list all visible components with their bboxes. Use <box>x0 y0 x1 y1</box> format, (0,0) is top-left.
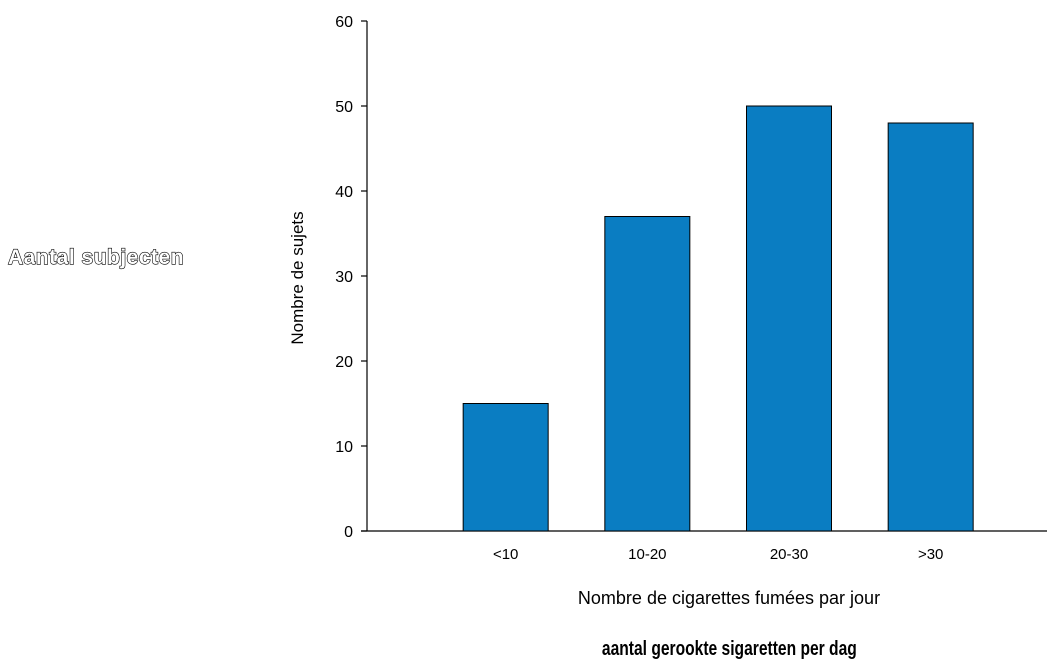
bar-0 <box>462 403 549 532</box>
x-axis-label: Nombre de cigarettes fumées par jour <box>578 588 880 608</box>
y-tick-label: 30 <box>335 269 353 286</box>
y-axis-label: Nombre de sujets <box>288 211 307 344</box>
bars <box>462 105 974 532</box>
dutch-x-axis-label: aantal gerookte sigaretten per dag <box>601 638 857 660</box>
y-tick-label: 0 <box>344 524 353 541</box>
dutch-y-axis-label: Aantal subjecten <box>7 245 185 269</box>
bar-1 <box>604 216 691 532</box>
x-tick-label: <10 <box>493 546 518 563</box>
x-axis: <10 10-20 20-30 >30 <box>361 530 1047 563</box>
x-tick-label: 20-30 <box>770 546 808 563</box>
bar-3 <box>887 122 974 532</box>
y-tick-label: 20 <box>335 354 353 371</box>
x-tick-label: 10-20 <box>628 546 666 563</box>
y-tick-label: 50 <box>335 99 353 116</box>
y-tick-label: 60 <box>335 14 353 31</box>
y-tick-label: 40 <box>335 184 353 201</box>
bar-2 <box>746 105 832 532</box>
y-tick-label: 10 <box>335 439 353 456</box>
x-tick-label: >30 <box>918 546 943 563</box>
y-axis: 0 10 20 30 40 50 60 <box>335 14 368 541</box>
